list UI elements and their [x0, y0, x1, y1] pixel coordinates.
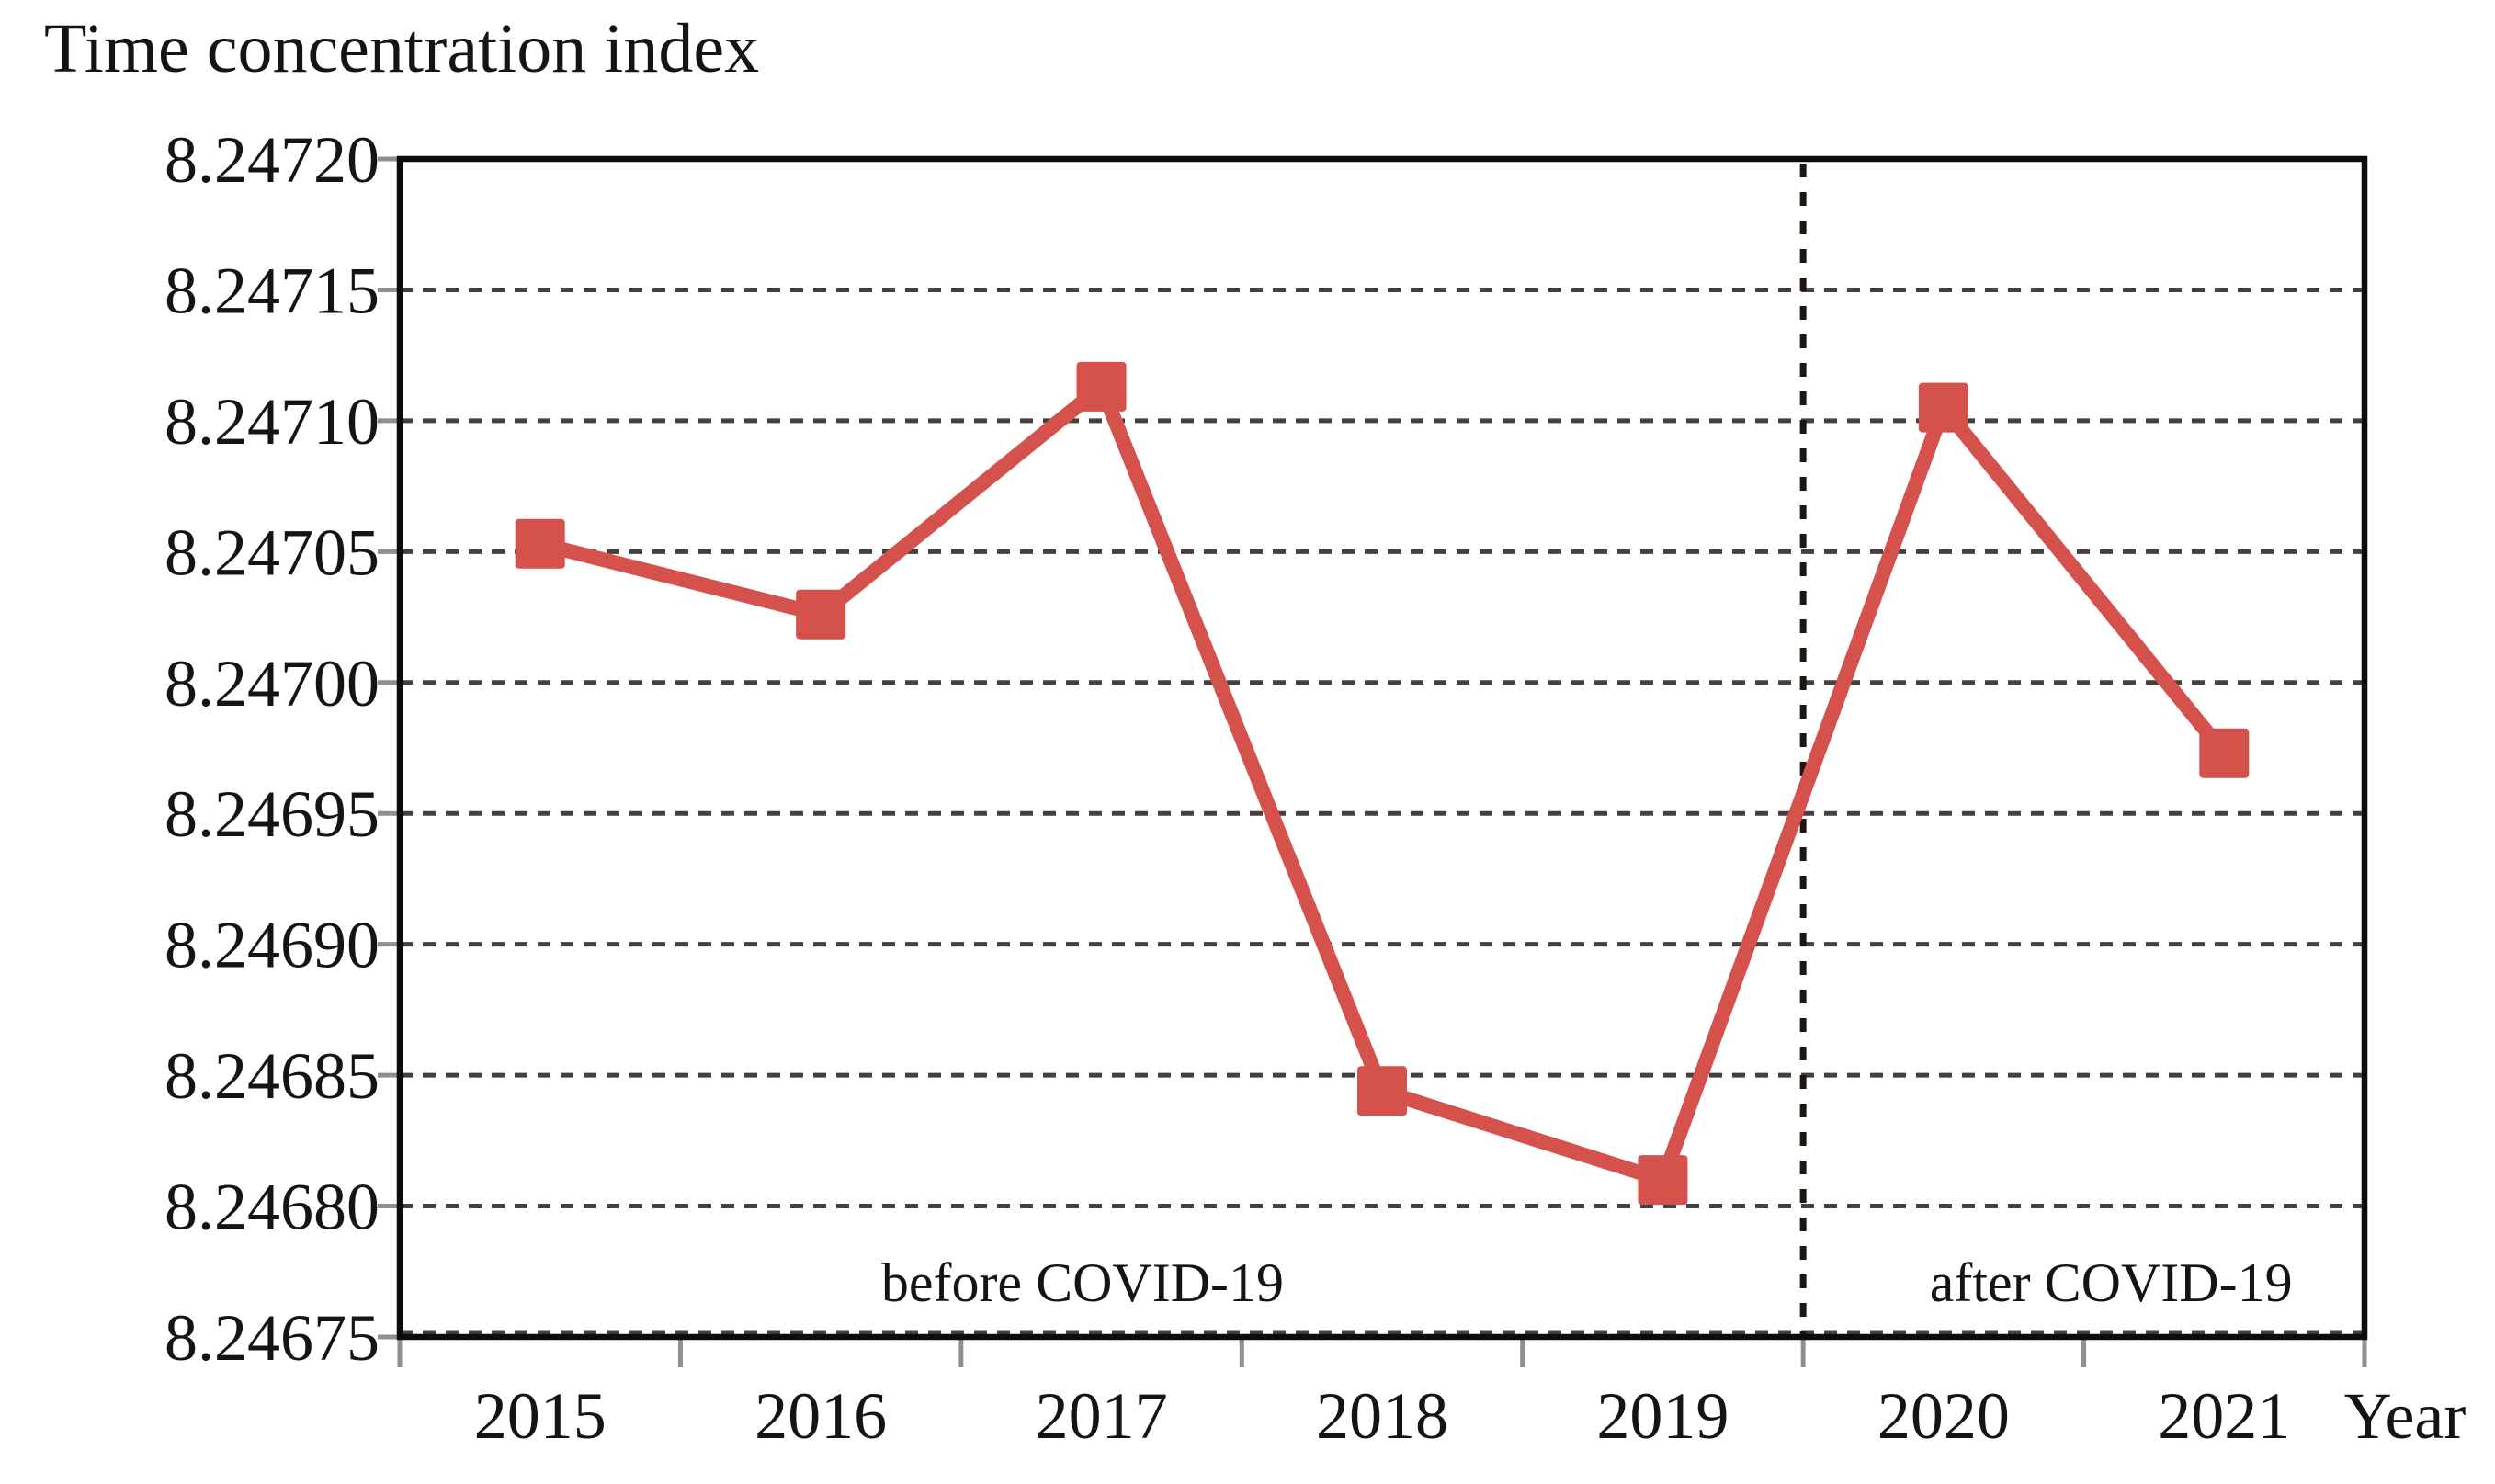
data-markers — [515, 361, 2250, 1206]
plot-border — [396, 155, 2368, 1341]
y-tick-label: 8.24695 — [164, 777, 380, 851]
y-tick-label: 8.24720 — [164, 123, 380, 197]
annotation-after-covid: after COVID-19 — [1930, 1252, 2293, 1313]
data-point-marker-2020 — [1918, 382, 1968, 433]
y-tick-label: 8.24710 — [164, 385, 380, 459]
y-tick-label: 8.24705 — [164, 515, 380, 589]
y-tick-label: 8.24690 — [164, 909, 380, 982]
x-tick-label: 2017 — [1036, 1379, 1168, 1453]
chart-title: Time concentration index — [44, 10, 759, 87]
data-point-marker-2021 — [2199, 728, 2250, 778]
x-tick-label: 2018 — [1316, 1379, 1448, 1453]
y-tick-label: 8.24715 — [164, 254, 380, 327]
data-point-marker-2017 — [1076, 361, 1127, 412]
x-axis-ticks — [397, 1337, 2367, 1367]
data-point-marker-2019 — [1638, 1155, 1688, 1206]
y-tick-label: 8.24685 — [164, 1039, 380, 1113]
gridlines — [400, 287, 2365, 1335]
x-tick-label: 2016 — [754, 1379, 887, 1453]
annotation-before-covid: before COVID-19 — [881, 1252, 1284, 1313]
data-point-marker-2018 — [1357, 1066, 1407, 1116]
y-tick-label: 8.24675 — [164, 1301, 380, 1375]
x-tick-label: 2019 — [1596, 1379, 1729, 1453]
y-tick-label: 8.24680 — [164, 1171, 380, 1244]
x-axis-title: Year — [2344, 1379, 2467, 1453]
y-axis-labels: 8.24720 8.24715 8.24710 8.24705 8.24700 8.246… — [164, 123, 380, 1375]
x-tick-label: 2015 — [474, 1379, 607, 1453]
x-tick-label: 2021 — [2158, 1379, 2290, 1453]
y-tick-label: 8.24700 — [164, 647, 380, 720]
data-point-marker-2016 — [796, 589, 846, 640]
data-point-marker-2015 — [515, 518, 565, 569]
x-tick-label: 2020 — [1877, 1379, 2010, 1453]
x-axis-labels: 2015 2016 2017 2018 2019 2020 2021 — [474, 1379, 2291, 1453]
series-line — [532, 379, 2232, 1188]
